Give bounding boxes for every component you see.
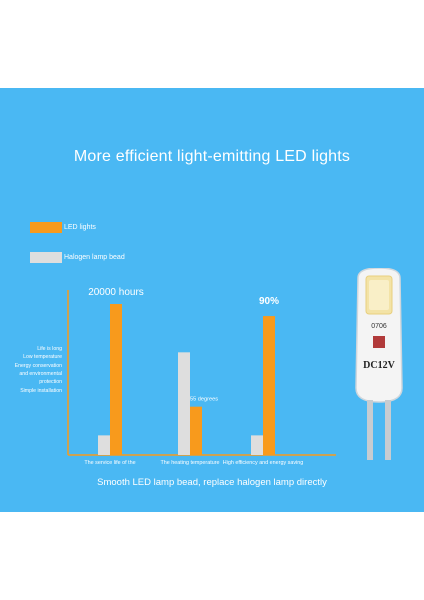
y-label-2: Low temperature [23,354,62,360]
footer-text: Smooth LED lamp bead, replace halogen la… [97,477,327,488]
y-label-1: Life is long [37,346,62,352]
bulb-label-top: 0706 [371,323,387,330]
legend-swatch-halogen [30,252,62,263]
data-label-0: 20000 hours [88,287,144,298]
data-label-1: 55 degrees [190,397,218,403]
legend-item-halogen: Halogen lamp bead [30,252,125,263]
bulb-label-side: DC12V [363,360,395,371]
y-label-3: Energy conservation [14,363,62,369]
bar-led-0 [110,304,122,455]
data-label-2: 90% [259,296,279,307]
bar-halogen-1 [178,352,190,455]
bar-halogen-2 [251,435,263,455]
bar-chart: The service life of the The heating tempe… [67,287,336,466]
x-tick-label-0: The service life of the [84,460,135,466]
legend-item-led: LED lights [30,222,96,233]
bar-halogen-0 [98,435,110,455]
y-label-4: and environmental [19,371,62,377]
x-tick-label-1: The heating temperature [160,460,219,466]
led-bulb-image: 0706 DC12V [355,268,403,460]
legend-label-halogen: Halogen lamp bead [64,254,125,261]
legend-label-led: LED lights [64,224,96,231]
infographic-panel: More efficient light-emitting LED lights… [0,88,424,512]
y-label-5: protection [39,379,62,385]
y-label-6: Simple installation [20,388,62,394]
bar-led-1 [190,406,202,455]
legend-swatch-led [30,222,62,233]
x-tick-label-2: High efficiency and energy saving [223,460,304,466]
bar-led-2 [263,316,275,455]
headline: More efficient light-emitting LED lights [73,148,351,165]
